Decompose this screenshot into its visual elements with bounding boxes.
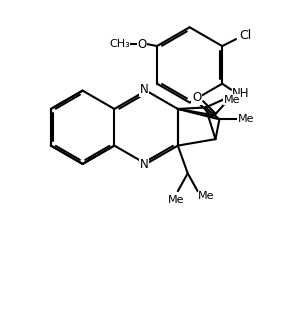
Text: CH₃: CH₃ [109,39,130,49]
Text: Me: Me [224,95,241,105]
Text: O: O [138,37,147,51]
Text: NH: NH [232,87,250,100]
Text: Me: Me [168,195,184,205]
Text: N: N [140,158,148,171]
Text: Me: Me [198,191,215,201]
Text: Cl: Cl [239,29,251,42]
Text: O: O [192,91,201,104]
Text: N: N [140,83,148,96]
Text: Me: Me [238,115,254,124]
